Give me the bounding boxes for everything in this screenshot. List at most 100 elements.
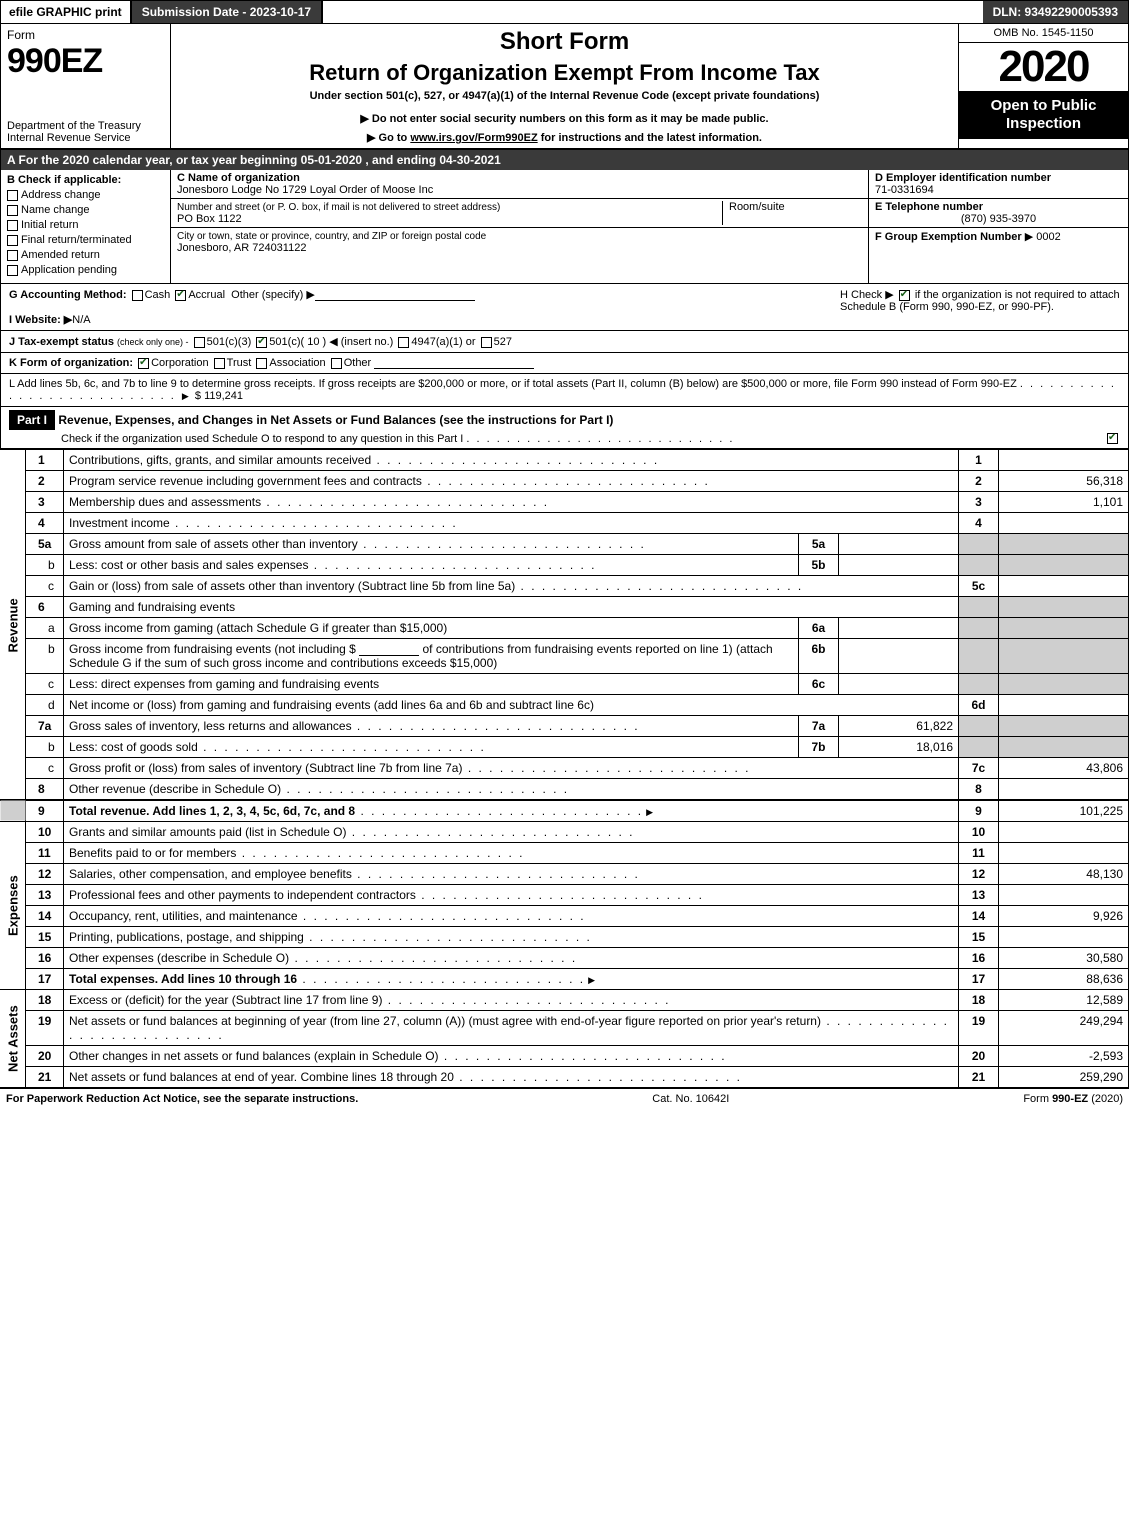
table-row: Expenses 10 Grants and similar amounts p…: [0, 822, 1129, 843]
checkbox-other[interactable]: [331, 358, 342, 369]
checkbox-h[interactable]: [899, 290, 910, 301]
tax-year-row: A For the 2020 calendar year, or tax yea…: [0, 150, 1129, 170]
section-def: D Employer identification number 71-0331…: [868, 170, 1128, 283]
j-o3: 4947(a)(1) or: [411, 336, 475, 348]
ln-9-amt: 101,225: [999, 800, 1129, 822]
ln-18-boxnum: 18: [959, 990, 999, 1011]
ln-5a-num: 5a: [26, 534, 64, 555]
ln-3-boxnum: 3: [959, 492, 999, 513]
ln-19-desc: Net assets or fund balances at beginning…: [64, 1011, 959, 1046]
ln-6c-greynum: [959, 674, 999, 695]
open-to-public-badge: Open to Public Inspection: [959, 91, 1128, 139]
ln-10-amt: [999, 822, 1129, 843]
form-header: Form 990EZ Department of the Treasury In…: [0, 24, 1129, 150]
ln-6b-d1: Gross income from fundraising events (no…: [69, 642, 356, 656]
checkbox-part1-scho[interactable]: [1107, 433, 1118, 444]
ln-2-num: 2: [26, 471, 64, 492]
ln-7c-num: c: [26, 758, 64, 779]
topbar-spacer: [323, 1, 982, 23]
checkbox-trust[interactable]: [214, 358, 225, 369]
ln-20-amt: -2,593: [999, 1046, 1129, 1067]
checkbox-name-change[interactable]: [7, 205, 18, 216]
form-number: 990EZ: [7, 42, 164, 81]
ln-6a-greyamt: [999, 618, 1129, 639]
ln-5b-desc: Less: cost or other basis and sales expe…: [64, 555, 799, 576]
ln-10-num: 10: [26, 822, 64, 843]
d-label: D Employer identification number: [875, 172, 1051, 184]
table-row: 11 Benefits paid to or for members 11: [0, 843, 1129, 864]
checkbox-application-pending[interactable]: [7, 265, 18, 276]
ln-9-boxnum: 9: [959, 800, 999, 822]
checkbox-501c[interactable]: [256, 337, 267, 348]
org-name: Jonesboro Lodge No 1729 Loyal Order of M…: [177, 184, 433, 196]
ln-6a-greynum: [959, 618, 999, 639]
e-label: E Telephone number: [875, 201, 983, 213]
table-row: 6 Gaming and fundraising events: [0, 597, 1129, 618]
ln-6a-in: 6a: [799, 618, 839, 639]
ln-15-boxnum: 15: [959, 927, 999, 948]
section-b: B Check if applicable: Address change Na…: [1, 170, 171, 283]
ln-1-amt: [999, 450, 1129, 471]
ln-6b-greynum: [959, 639, 999, 674]
telephone-value: (870) 935-3970: [875, 213, 1122, 225]
checkbox-initial-return[interactable]: [7, 220, 18, 231]
ln-21-boxnum: 21: [959, 1067, 999, 1088]
table-row: 3 Membership dues and assessments 3 1,10…: [0, 492, 1129, 513]
ln-8-amt: [999, 779, 1129, 801]
ln-6b-blank[interactable]: [359, 644, 419, 656]
ln-6c-in: 6c: [799, 674, 839, 695]
ln-6d-desc: Net income or (loss) from gaming and fun…: [64, 695, 959, 716]
j-sub: (check only one) -: [117, 337, 189, 347]
l-amount: $ 119,241: [195, 390, 243, 402]
ln-3-desc: Membership dues and assessments: [64, 492, 959, 513]
ln-2-desc: Program service revenue including govern…: [64, 471, 959, 492]
checkbox-501c3[interactable]: [194, 337, 205, 348]
arrow-icon: [643, 804, 656, 818]
header-left: Form 990EZ Department of the Treasury In…: [1, 24, 171, 148]
table-row: 17 Total expenses. Add lines 10 through …: [0, 969, 1129, 990]
table-row: 7a Gross sales of inventory, less return…: [0, 716, 1129, 737]
k-other-field[interactable]: [374, 357, 534, 369]
ln-2-boxnum: 2: [959, 471, 999, 492]
ln-6-num: 6: [26, 597, 64, 618]
part1-badge: Part I: [9, 410, 55, 430]
under-section-text: Under section 501(c), 527, or 4947(a)(1)…: [179, 90, 950, 102]
ln-5c-num: c: [26, 576, 64, 597]
table-row: d Net income or (loss) from gaming and f…: [0, 695, 1129, 716]
ln-5b-num: b: [26, 555, 64, 576]
footer-left: For Paperwork Reduction Act Notice, see …: [6, 1093, 358, 1105]
table-row: 5a Gross amount from sale of assets othe…: [0, 534, 1129, 555]
efile-print-button[interactable]: efile GRAPHIC print: [1, 1, 132, 23]
f-arrow-icon: ▶: [1025, 231, 1033, 243]
arrow-icon: [585, 972, 598, 986]
irs-link[interactable]: www.irs.gov/Form990EZ: [410, 132, 537, 144]
table-row: 9 Total revenue. Add lines 1, 2, 3, 4, 5…: [0, 800, 1129, 822]
checkbox-cash[interactable]: [132, 290, 143, 301]
ln-5a-greynum: [959, 534, 999, 555]
g-other-field[interactable]: [315, 289, 475, 301]
l-text: L Add lines 5b, 6c, and 7b to line 9 to …: [9, 378, 1017, 390]
table-row: b Less: cost or other basis and sales ex…: [0, 555, 1129, 576]
ln-5b-greyamt: [999, 555, 1129, 576]
checkbox-527[interactable]: [481, 337, 492, 348]
goto-post: for instructions and the latest informat…: [538, 132, 762, 144]
submission-date-button[interactable]: Submission Date - 2023-10-17: [132, 1, 323, 23]
ln-8-num: 8: [26, 779, 64, 801]
ln-7b-greynum: [959, 737, 999, 758]
omb-number: OMB No. 1545-1150: [959, 24, 1128, 43]
b-label-3: Final return/terminated: [21, 234, 132, 246]
b-label-2: Initial return: [21, 219, 78, 231]
checkbox-4947[interactable]: [398, 337, 409, 348]
b-label-4: Amended return: [21, 249, 100, 261]
checkbox-final-return[interactable]: [7, 235, 18, 246]
ln-17-num: 17: [26, 969, 64, 990]
checkbox-accrual[interactable]: [175, 290, 186, 301]
ln-7a-num: 7a: [26, 716, 64, 737]
checkbox-corp[interactable]: [138, 358, 149, 369]
ln-6a-desc: Gross income from gaming (attach Schedul…: [64, 618, 799, 639]
ln-14-num: 14: [26, 906, 64, 927]
group-exemption-value: 0002: [1036, 231, 1060, 243]
checkbox-address-change[interactable]: [7, 190, 18, 201]
checkbox-amended-return[interactable]: [7, 250, 18, 261]
checkbox-assoc[interactable]: [256, 358, 267, 369]
